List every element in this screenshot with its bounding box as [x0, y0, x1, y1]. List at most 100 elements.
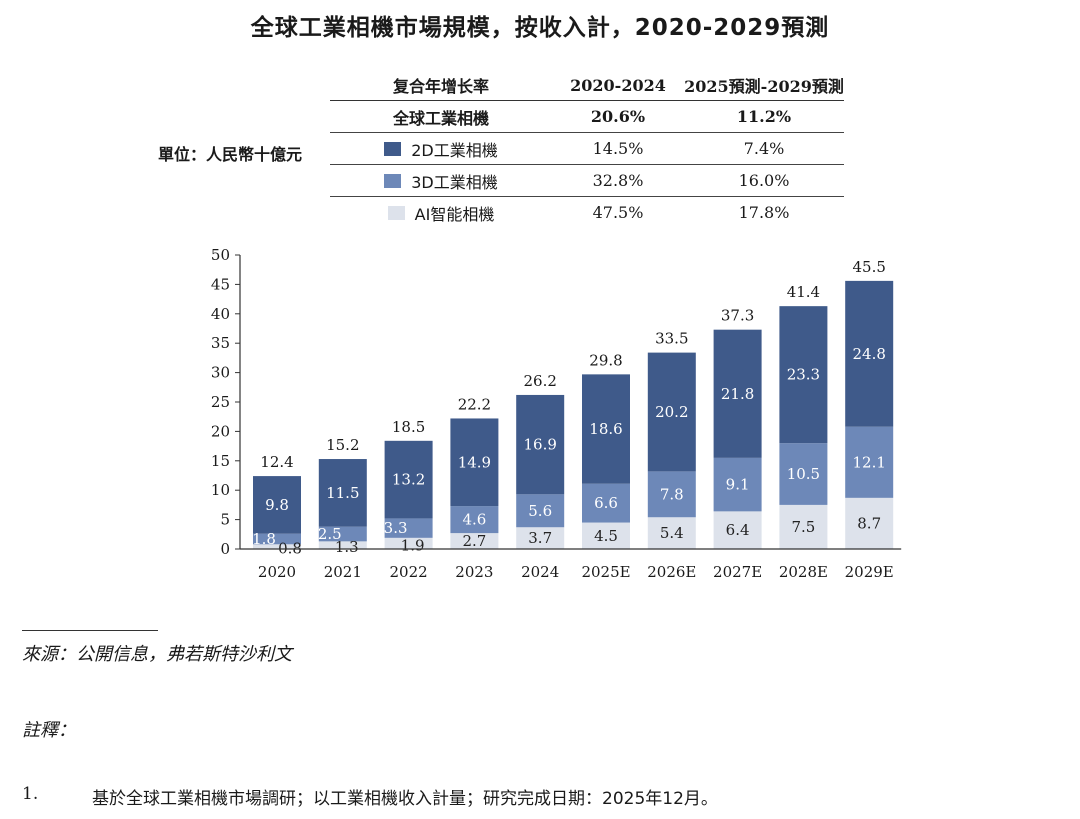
cagr-header-row: 复合年增长率 2020-2024 2025預測-2029預測 [330, 70, 844, 101]
bar-segment [779, 504, 828, 549]
data-label-3d: 12.1 [852, 453, 885, 471]
data-label-total: 45.5 [852, 258, 885, 276]
legend-swatch-3d [384, 173, 402, 188]
bar-segment [713, 511, 762, 549]
x-tick-label: 2029E [845, 563, 894, 581]
y-tick-label: 45 [211, 275, 230, 293]
note-number: 1. [22, 784, 39, 804]
data-label-total: 37.3 [721, 307, 754, 325]
unit-label: 單位：人民幣十億元 [158, 145, 303, 164]
cagr-3d-v2: 16.0% [684, 164, 844, 197]
y-tick-label: 5 [220, 511, 230, 529]
cagr-ai-v1: 47.5% [592, 203, 644, 222]
bar-segment [318, 541, 367, 549]
data-label-ai: 3.7 [528, 529, 552, 547]
y-tick-label: 10 [211, 481, 230, 499]
bar-segment [384, 440, 433, 519]
bar-segment [253, 476, 301, 534]
x-tick-label: 2022 [390, 563, 428, 581]
cagr-row-ai: AI智能相機 47.5% 17.8% [330, 197, 844, 229]
cagr-row-3d: 3D工業相機 32.8% 16.0% [330, 164, 844, 197]
cagr-2d-v1: 14.5% [552, 132, 684, 165]
notes-heading: 註釋： [22, 720, 76, 741]
data-label-3d: 1.8 [252, 530, 276, 548]
legend-swatch-ai [387, 205, 405, 220]
source-divider [22, 630, 158, 631]
data-label-total: 33.5 [655, 330, 688, 348]
x-tick-label: 2027E [713, 563, 762, 581]
data-label-ai: 7.5 [791, 518, 815, 536]
cagr-total-v1: 20.6% [552, 100, 684, 133]
bar-segment [845, 497, 894, 549]
data-label-total: 41.4 [787, 283, 820, 301]
bar-segment [582, 483, 630, 523]
data-label-2d: 13.2 [392, 471, 425, 489]
bar-segment [450, 506, 499, 534]
x-tick-label: 2023 [455, 563, 493, 581]
bar-segment [779, 306, 828, 444]
bar-segment [450, 533, 499, 549]
bar-segment [582, 374, 630, 484]
cagr-3d-v1: 32.8% [552, 164, 684, 197]
y-tick-label: 40 [211, 305, 230, 323]
data-label-total: 18.5 [392, 418, 425, 436]
data-label-total: 12.4 [260, 453, 293, 471]
bar-segment [318, 459, 367, 527]
x-tick-label: 2024 [521, 563, 559, 581]
y-tick-label: 0 [220, 540, 230, 558]
cagr-total-v2: 11.2% [684, 100, 844, 133]
bar-segment [318, 526, 367, 542]
bar-segment [713, 457, 762, 512]
cagr-row-2d: 2D工業相機 14.5% 7.4% [330, 132, 844, 165]
data-label-ai: 2.7 [462, 532, 486, 550]
x-tick-label: 2025E [581, 563, 630, 581]
stacked-bar-chart: 051015202530354045500.81.89.812.420201.3… [211, 246, 902, 581]
note-text: 基於全球工業相機市場調研；以工業相機收入計量；研究完成日期：2025年12月。 [92, 789, 718, 809]
bar-segment [384, 518, 433, 538]
bar-segment [516, 527, 565, 549]
cagr-total-label: 全球工業相機 [330, 100, 552, 133]
data-label-2d: 21.8 [721, 385, 754, 403]
data-label-ai: 8.7 [857, 514, 881, 532]
data-label-ai: 4.5 [594, 527, 618, 545]
bar-segment [516, 494, 565, 528]
data-label-total: 29.8 [589, 351, 622, 369]
data-label-3d: 4.6 [462, 511, 486, 529]
y-tick-label: 20 [211, 422, 230, 440]
page-title: 全球工業相機市場規模，按收入計，2020-2029預測 [250, 15, 830, 41]
x-tick-label: 2026E [647, 563, 696, 581]
data-label-total: 26.2 [523, 372, 556, 390]
data-label-3d: 7.8 [660, 485, 684, 503]
bar-segment [516, 394, 565, 495]
data-label-total: 15.2 [326, 436, 359, 454]
bar-segment [713, 329, 762, 458]
legend-label-2d: 2D工業相機 [411, 140, 498, 160]
cagr-header-period-1: 2020-2024 [552, 70, 684, 101]
bar-segment [845, 426, 894, 498]
data-label-3d: 3.3 [384, 519, 408, 537]
bar-segment [450, 418, 499, 507]
y-tick-label: 50 [211, 246, 230, 264]
data-label-2d: 23.3 [787, 366, 820, 384]
data-label-3d: 2.5 [318, 525, 342, 543]
bar-segment [253, 544, 301, 549]
bar-segment [253, 533, 301, 545]
source-text: 來源：公開信息，弗若斯特沙利文 [22, 644, 292, 665]
data-label-ai: 1.9 [401, 536, 425, 554]
legend-label-ai: AI智能相機 [414, 204, 495, 224]
data-label-2d: 18.6 [589, 420, 622, 438]
cagr-ai-v2: 17.8% [738, 203, 790, 222]
y-tick-label: 30 [211, 364, 230, 382]
legend-swatch-2d [384, 141, 402, 156]
data-label-2d: 16.9 [523, 436, 556, 454]
x-tick-label: 2020 [258, 563, 296, 581]
data-label-total: 22.2 [458, 395, 491, 413]
data-label-2d: 11.5 [326, 484, 359, 502]
data-label-2d: 20.2 [655, 403, 688, 421]
data-label-3d: 6.6 [594, 494, 618, 512]
legend-label-3d: 3D工業相機 [411, 172, 498, 192]
data-label-3d: 9.1 [726, 476, 750, 494]
cagr-header-period-2: 2025預測-2029預測 [684, 70, 844, 101]
bar-segment [647, 352, 696, 472]
cagr-table: 复合年增长率 2020-2024 2025預測-2029預測 全球工業相機 20… [330, 70, 844, 228]
